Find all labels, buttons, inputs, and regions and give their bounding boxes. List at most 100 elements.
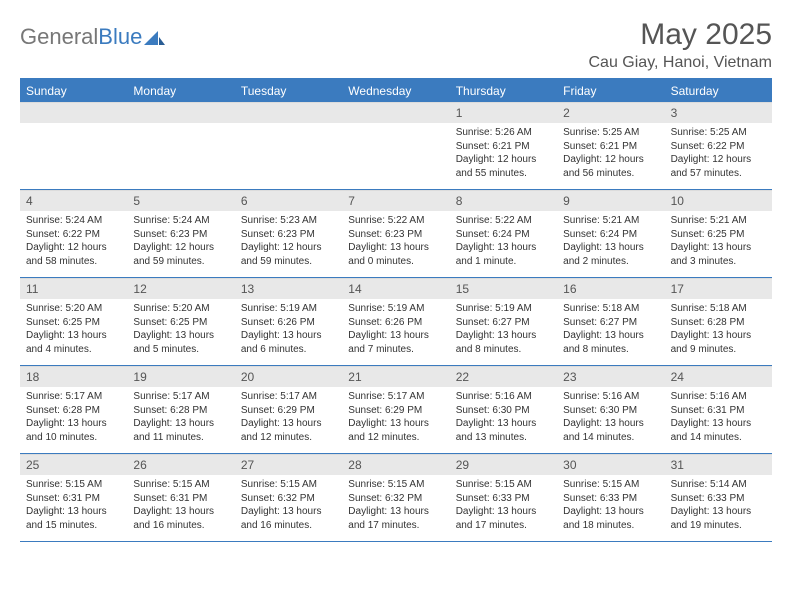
daylight-line: Daylight: 13 hours and 8 minutes. bbox=[456, 329, 551, 356]
sunset-line: Sunset: 6:33 PM bbox=[563, 492, 658, 506]
day-content: Sunrise: 5:19 AMSunset: 6:27 PMDaylight:… bbox=[450, 299, 557, 360]
calendar-cell: 23Sunrise: 5:16 AMSunset: 6:30 PMDayligh… bbox=[557, 366, 664, 454]
calendar-cell: 11Sunrise: 5:20 AMSunset: 6:25 PMDayligh… bbox=[20, 278, 127, 366]
day-number-bar: 12 bbox=[127, 278, 234, 299]
day-number-bar: 5 bbox=[127, 190, 234, 211]
brand-logo: GeneralBlue bbox=[20, 18, 166, 50]
calendar-cell-empty bbox=[20, 102, 127, 190]
sunrise-line: Sunrise: 5:21 AM bbox=[563, 214, 658, 228]
day-content: Sunrise: 5:18 AMSunset: 6:28 PMDaylight:… bbox=[665, 299, 772, 360]
sunrise-line: Sunrise: 5:18 AM bbox=[671, 302, 766, 316]
sunset-line: Sunset: 6:28 PM bbox=[133, 404, 228, 418]
calendar-cell: 19Sunrise: 5:17 AMSunset: 6:28 PMDayligh… bbox=[127, 366, 234, 454]
calendar-page: GeneralBlue May 2025 Cau Giay, Hanoi, Vi… bbox=[0, 0, 792, 552]
daylight-line: Daylight: 13 hours and 2 minutes. bbox=[563, 241, 658, 268]
day-content: Sunrise: 5:24 AMSunset: 6:22 PMDaylight:… bbox=[20, 211, 127, 272]
day-number-bar: 15 bbox=[450, 278, 557, 299]
sunset-line: Sunset: 6:29 PM bbox=[241, 404, 336, 418]
calendar-cell: 4Sunrise: 5:24 AMSunset: 6:22 PMDaylight… bbox=[20, 190, 127, 278]
daylight-line: Daylight: 13 hours and 14 minutes. bbox=[671, 417, 766, 444]
sunrise-line: Sunrise: 5:16 AM bbox=[456, 390, 551, 404]
calendar-cell: 2Sunrise: 5:25 AMSunset: 6:21 PMDaylight… bbox=[557, 102, 664, 190]
daylight-line: Daylight: 12 hours and 57 minutes. bbox=[671, 153, 766, 180]
calendar-cell: 31Sunrise: 5:14 AMSunset: 6:33 PMDayligh… bbox=[665, 454, 772, 542]
calendar-cell: 25Sunrise: 5:15 AMSunset: 6:31 PMDayligh… bbox=[20, 454, 127, 542]
day-content: Sunrise: 5:17 AMSunset: 6:28 PMDaylight:… bbox=[127, 387, 234, 448]
calendar-cell: 15Sunrise: 5:19 AMSunset: 6:27 PMDayligh… bbox=[450, 278, 557, 366]
day-number-bar: 18 bbox=[20, 366, 127, 387]
sunset-line: Sunset: 6:32 PM bbox=[241, 492, 336, 506]
calendar-cell-empty bbox=[127, 102, 234, 190]
day-content: Sunrise: 5:14 AMSunset: 6:33 PMDaylight:… bbox=[665, 475, 772, 536]
daylight-line: Daylight: 12 hours and 56 minutes. bbox=[563, 153, 658, 180]
calendar-cell: 28Sunrise: 5:15 AMSunset: 6:32 PMDayligh… bbox=[342, 454, 449, 542]
day-content: Sunrise: 5:17 AMSunset: 6:29 PMDaylight:… bbox=[342, 387, 449, 448]
daylight-line: Daylight: 13 hours and 9 minutes. bbox=[671, 329, 766, 356]
daylight-line: Daylight: 12 hours and 58 minutes. bbox=[26, 241, 121, 268]
sunrise-line: Sunrise: 5:15 AM bbox=[133, 478, 228, 492]
day-number-bar: 24 bbox=[665, 366, 772, 387]
daylight-line: Daylight: 13 hours and 1 minute. bbox=[456, 241, 551, 268]
sunrise-line: Sunrise: 5:24 AM bbox=[26, 214, 121, 228]
sunrise-line: Sunrise: 5:20 AM bbox=[26, 302, 121, 316]
sunrise-line: Sunrise: 5:17 AM bbox=[348, 390, 443, 404]
day-content: Sunrise: 5:15 AMSunset: 6:33 PMDaylight:… bbox=[450, 475, 557, 536]
calendar-cell-empty bbox=[342, 102, 449, 190]
sunrise-line: Sunrise: 5:17 AM bbox=[133, 390, 228, 404]
day-content: Sunrise: 5:15 AMSunset: 6:31 PMDaylight:… bbox=[20, 475, 127, 536]
sunset-line: Sunset: 6:24 PM bbox=[456, 228, 551, 242]
daylight-line: Daylight: 13 hours and 13 minutes. bbox=[456, 417, 551, 444]
daylight-line: Daylight: 13 hours and 16 minutes. bbox=[241, 505, 336, 532]
day-number-bar: 28 bbox=[342, 454, 449, 475]
day-number-bar bbox=[235, 102, 342, 123]
sunrise-line: Sunrise: 5:23 AM bbox=[241, 214, 336, 228]
sunset-line: Sunset: 6:33 PM bbox=[671, 492, 766, 506]
sunset-line: Sunset: 6:26 PM bbox=[241, 316, 336, 330]
daylight-line: Daylight: 13 hours and 0 minutes. bbox=[348, 241, 443, 268]
day-content: Sunrise: 5:18 AMSunset: 6:27 PMDaylight:… bbox=[557, 299, 664, 360]
day-number-bar bbox=[342, 102, 449, 123]
calendar-cell: 7 Sunrise: 5:22 AMSunset: 6:23 PMDaylight… bbox=[342, 190, 449, 278]
sunrise-line: Sunrise: 5:15 AM bbox=[348, 478, 443, 492]
day-number-bar: 11 bbox=[20, 278, 127, 299]
location-label: Cau Giay, Hanoi, Vietnam bbox=[589, 54, 773, 72]
day-number-bar: 14 bbox=[342, 278, 449, 299]
sunrise-line: Sunrise: 5:25 AM bbox=[563, 126, 658, 140]
calendar-cell: 29Sunrise: 5:15 AMSunset: 6:33 PMDayligh… bbox=[450, 454, 557, 542]
sunset-line: Sunset: 6:23 PM bbox=[348, 228, 443, 242]
weekday-header: Tuesday bbox=[235, 80, 342, 102]
day-number-bar: 27 bbox=[235, 454, 342, 475]
day-content: Sunrise: 5:26 AMSunset: 6:21 PMDaylight:… bbox=[450, 123, 557, 184]
sunset-line: Sunset: 6:31 PM bbox=[133, 492, 228, 506]
day-number-bar: 2 bbox=[557, 102, 664, 123]
sunrise-line: Sunrise: 5:22 AM bbox=[348, 214, 443, 228]
sunset-line: Sunset: 6:31 PM bbox=[26, 492, 121, 506]
weekday-header: Thursday bbox=[450, 80, 557, 102]
daylight-line: Daylight: 13 hours and 4 minutes. bbox=[26, 329, 121, 356]
calendar-cell: 3Sunrise: 5:25 AMSunset: 6:22 PMDaylight… bbox=[665, 102, 772, 190]
sunrise-line: Sunrise: 5:15 AM bbox=[241, 478, 336, 492]
day-number-bar bbox=[127, 102, 234, 123]
sunrise-line: Sunrise: 5:15 AM bbox=[563, 478, 658, 492]
sunset-line: Sunset: 6:23 PM bbox=[241, 228, 336, 242]
day-number-bar: 29 bbox=[450, 454, 557, 475]
day-number-bar: 4 bbox=[20, 190, 127, 211]
sunrise-line: Sunrise: 5:19 AM bbox=[241, 302, 336, 316]
day-number-bar: 21 bbox=[342, 366, 449, 387]
daylight-line: Daylight: 13 hours and 3 minutes. bbox=[671, 241, 766, 268]
day-number-bar: 16 bbox=[557, 278, 664, 299]
calendar-cell: 8Sunrise: 5:22 AMSunset: 6:24 PMDaylight… bbox=[450, 190, 557, 278]
sunrise-line: Sunrise: 5:15 AM bbox=[456, 478, 551, 492]
calendar-cell: 26Sunrise: 5:15 AMSunset: 6:31 PMDayligh… bbox=[127, 454, 234, 542]
day-number-bar: 3 bbox=[665, 102, 772, 123]
sunrise-line: Sunrise: 5:24 AM bbox=[133, 214, 228, 228]
weekday-header: Sunday bbox=[20, 80, 127, 102]
day-number-bar: 30 bbox=[557, 454, 664, 475]
month-title: May 2025 bbox=[589, 18, 773, 52]
daylight-line: Daylight: 13 hours and 15 minutes. bbox=[26, 505, 121, 532]
day-content: Sunrise: 5:15 AMSunset: 6:32 PMDaylight:… bbox=[342, 475, 449, 536]
sunset-line: Sunset: 6:23 PM bbox=[133, 228, 228, 242]
calendar-cell: 12Sunrise: 5:20 AMSunset: 6:25 PMDayligh… bbox=[127, 278, 234, 366]
day-number-bar: 7 bbox=[342, 190, 449, 211]
sunrise-line: Sunrise: 5:16 AM bbox=[671, 390, 766, 404]
